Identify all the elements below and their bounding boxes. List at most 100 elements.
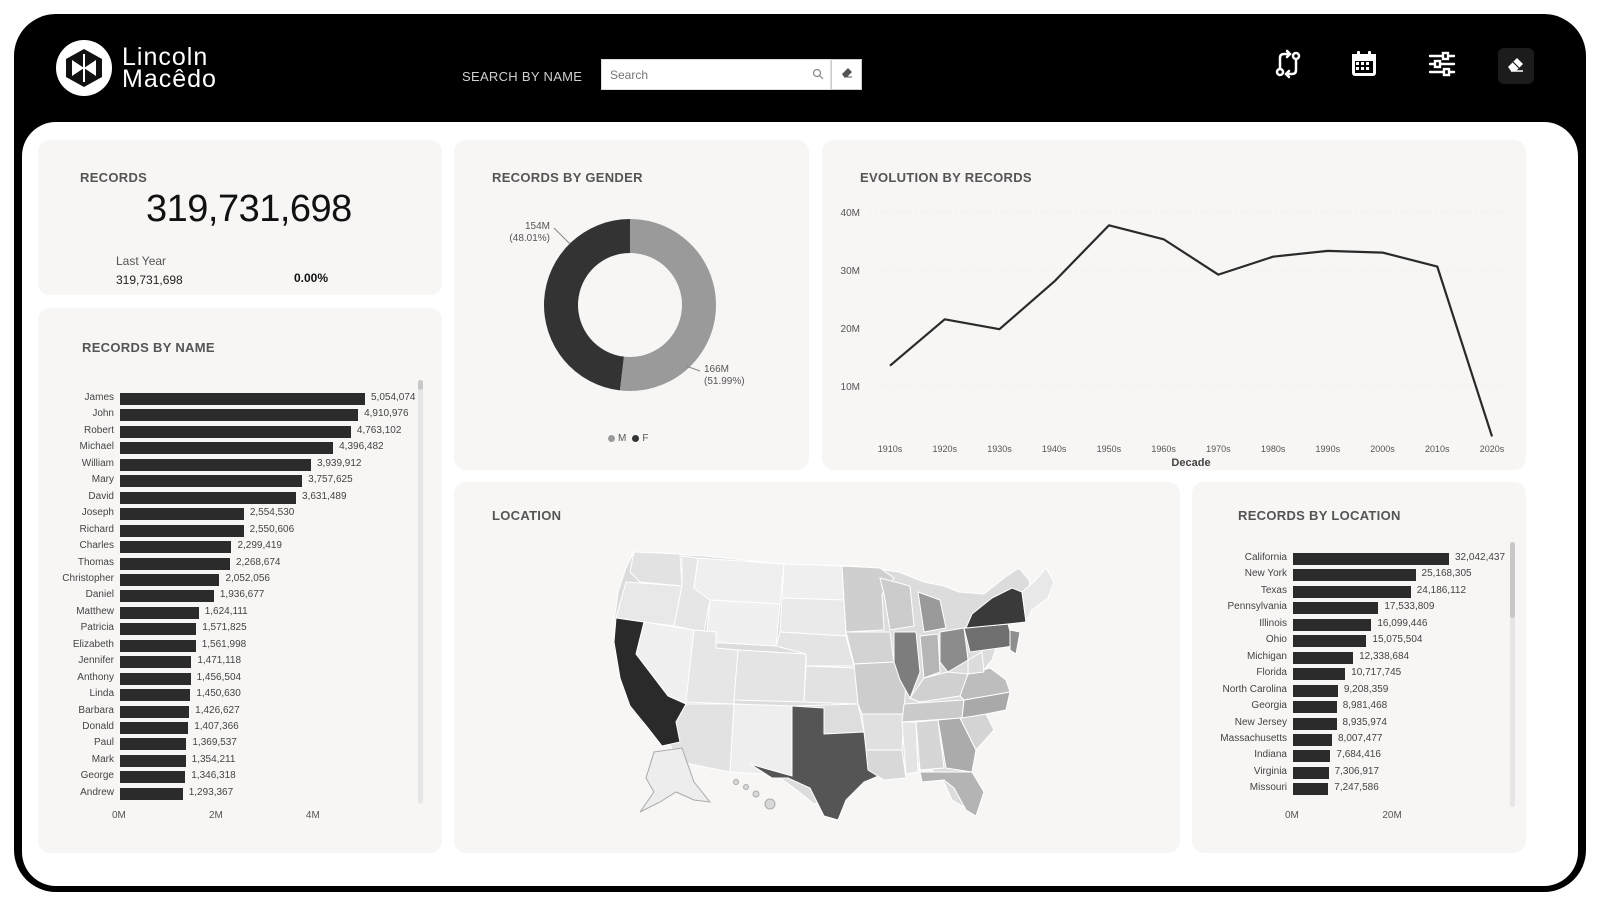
bar[interactable] (120, 672, 191, 685)
bar[interactable] (1293, 701, 1337, 714)
line-data-point[interactable] (1325, 248, 1331, 254)
donut-slice-f[interactable] (544, 219, 630, 391)
bar[interactable] (120, 393, 365, 405)
bar-category-label: Daniel (85, 589, 114, 601)
bar[interactable] (1293, 783, 1329, 796)
states-scrollbar[interactable] (1510, 542, 1515, 807)
bar[interactable] (1293, 553, 1449, 565)
bar[interactable] (120, 458, 311, 471)
names-scrollbar[interactable] (418, 380, 423, 804)
bar[interactable] (120, 787, 183, 800)
bar[interactable] (120, 722, 189, 734)
bar-data-label: 1,369,537 (192, 737, 237, 749)
bar[interactable] (1293, 750, 1331, 763)
map-state-mississippi (901, 721, 919, 775)
line-data-point[interactable] (1270, 254, 1276, 260)
bar[interactable] (120, 475, 303, 488)
clear-filters-button[interactable] (1498, 48, 1534, 84)
bar[interactable] (120, 771, 186, 784)
bar-category-label: Georgia (1251, 700, 1287, 712)
records-series-line[interactable] (889, 224, 1494, 437)
search-box (601, 59, 831, 90)
bar[interactable] (120, 557, 230, 570)
bar-data-label: 2,268,674 (235, 556, 281, 568)
filters-button[interactable] (1424, 48, 1460, 84)
x-axis-tick-label: 1920s (932, 444, 957, 454)
us-map[interactable] (454, 482, 1180, 853)
bar-data-label: 1,456,504 (196, 671, 242, 683)
clear-search-button[interactable] (831, 59, 862, 90)
bar-data-label: 1,293,367 (188, 786, 234, 798)
line-data-point[interactable] (1434, 264, 1440, 270)
bar[interactable] (1293, 668, 1346, 681)
location-card: LOCATION (454, 482, 1180, 853)
line-data-point[interactable] (1106, 222, 1112, 228)
bar[interactable] (120, 606, 199, 619)
bar-data-label: 2,550,606 (249, 523, 295, 535)
date-filter-button[interactable] (1346, 48, 1382, 84)
bar[interactable] (120, 524, 244, 537)
legend-f-label[interactable]: F (642, 433, 649, 444)
search-input[interactable] (602, 60, 802, 89)
bar[interactable] (120, 573, 220, 586)
y-axis-tick-label: 30M (841, 266, 860, 277)
bar-category-label: Florida (1256, 667, 1287, 679)
bar-category-label: Donald (82, 721, 114, 732)
bar[interactable] (1293, 635, 1367, 648)
bar[interactable] (120, 754, 186, 767)
names-scroll-thumb[interactable] (418, 380, 423, 390)
bar[interactable] (1293, 717, 1337, 730)
states-scroll-thumb[interactable] (1510, 542, 1515, 618)
donut-slice-m[interactable] (619, 219, 716, 391)
x-axis-tick-label: 1970s (1206, 444, 1231, 454)
map-state-montana (693, 557, 785, 605)
bar[interactable] (1293, 585, 1411, 598)
bar[interactable] (120, 656, 192, 669)
map-state-california (613, 617, 687, 747)
bar[interactable] (120, 639, 196, 652)
compare-button[interactable] (1270, 48, 1306, 84)
bar[interactable] (1293, 733, 1332, 746)
logo-mark-icon (56, 40, 112, 96)
bar-data-label: 1,571,825 (202, 622, 247, 634)
bar[interactable] (120, 738, 187, 751)
line-data-point[interactable] (942, 316, 948, 322)
bar-data-label: 1,471,118 (197, 655, 242, 667)
map-state-new-england (1021, 567, 1055, 624)
bar[interactable] (1293, 684, 1338, 697)
line-data-point[interactable] (996, 326, 1002, 332)
bar[interactable] (120, 705, 190, 718)
line-data-point[interactable] (1161, 236, 1167, 242)
bar[interactable] (1293, 766, 1329, 779)
bar[interactable] (120, 409, 359, 422)
line-data-point[interactable] (1215, 272, 1221, 278)
legend-f-swatch (632, 435, 640, 442)
bar[interactable] (120, 590, 214, 603)
bar-category-label: Pennsylvania (1227, 601, 1287, 613)
y-axis-tick-label: 10M (841, 382, 860, 393)
bar[interactable] (1293, 651, 1354, 664)
bar[interactable] (1293, 618, 1372, 631)
bar-category-label: Mark (91, 753, 114, 765)
x-axis-tick-label: 2020s (1480, 444, 1505, 454)
map-state-wisconsin (879, 577, 915, 631)
search-icon[interactable] (812, 67, 824, 85)
line-data-point[interactable] (1380, 250, 1386, 256)
bar[interactable] (120, 442, 334, 455)
legend-m-label[interactable]: M (618, 433, 627, 444)
bar[interactable] (120, 541, 232, 554)
bar[interactable] (120, 425, 351, 438)
bar-category-label: Massachusetts (1220, 732, 1287, 744)
bar[interactable] (120, 491, 297, 504)
line-data-point[interactable] (1051, 279, 1057, 285)
line-data-point[interactable] (1489, 433, 1495, 439)
bar[interactable] (1293, 569, 1416, 582)
bar[interactable] (120, 689, 191, 702)
line-data-point[interactable] (887, 363, 893, 369)
bar[interactable] (120, 623, 197, 636)
y-axis-tick-label: 40M (841, 208, 860, 219)
bar[interactable] (120, 508, 244, 521)
bar[interactable] (1293, 602, 1379, 615)
bar-category-label: Christopher (62, 572, 114, 584)
gender-card: RECORDS BY GENDER 166M (51.99%) 154M (48.01… (454, 140, 809, 470)
